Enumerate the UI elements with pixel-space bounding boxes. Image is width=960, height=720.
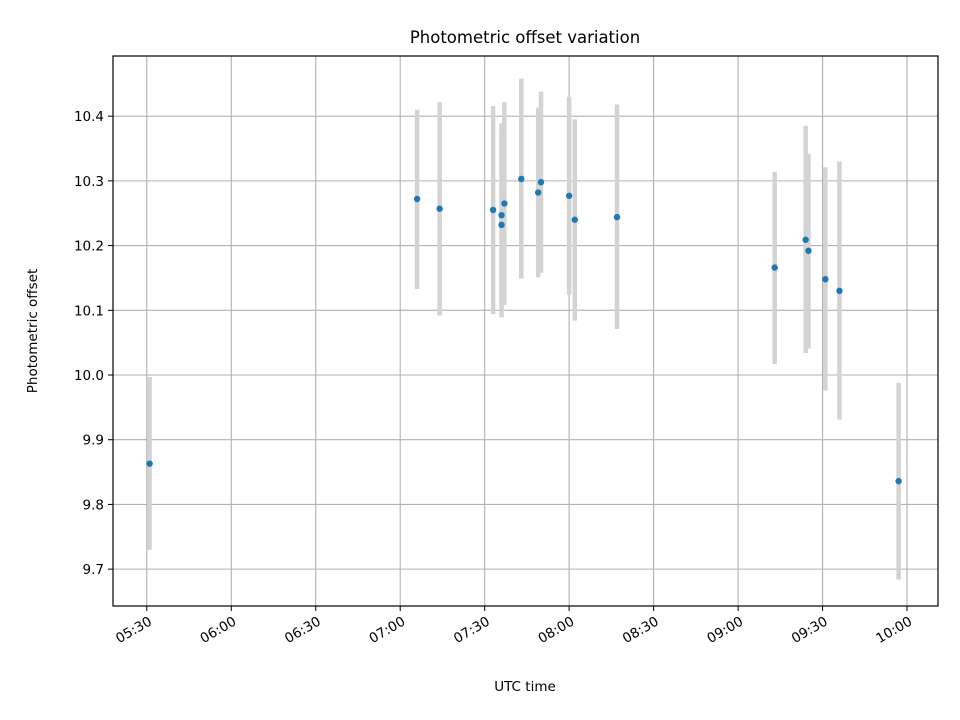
y-axis-label: Photometric offset — [25, 269, 41, 393]
x-axis-ticks: 05:30 06:00 06:30 07:00 07:30 08:00 08:30 09:00… — [113, 606, 915, 647]
data-point — [518, 175, 525, 183]
y-tick-label: 10.4 — [74, 109, 104, 125]
x-tick-label: 08:30 — [620, 614, 662, 647]
data-point — [489, 206, 497, 214]
x-tick-label: 08:00 — [535, 614, 577, 647]
grid — [113, 56, 938, 606]
data-point — [498, 221, 505, 229]
x-tick-label: 05:30 — [113, 614, 155, 647]
data-point — [534, 189, 542, 196]
data-point — [565, 192, 573, 199]
data-point — [571, 216, 578, 223]
data-point — [413, 195, 421, 203]
data-point — [498, 211, 505, 219]
x-tick-label: 09:00 — [704, 614, 746, 647]
data-point — [805, 247, 812, 254]
data-point — [822, 276, 829, 283]
y-tick-label: 10.3 — [74, 174, 104, 190]
chart-title: Photometric offset variation — [410, 28, 640, 47]
y-tick-label: 9.8 — [83, 497, 104, 513]
x-tick-label: 06:00 — [198, 614, 240, 647]
x-tick-label: 07:30 — [451, 614, 493, 647]
plot-frame — [112, 55, 939, 607]
x-tick-label: 06:30 — [282, 614, 324, 647]
y-tick-label: 9.9 — [83, 433, 104, 449]
y-tick-label: 10.0 — [74, 368, 104, 384]
data-point — [146, 460, 153, 467]
data-point — [501, 200, 508, 207]
y-axis-ticks: 9.7 9.8 9.9 10.0 10.1 10.2 10.3 10.4 — [74, 109, 113, 578]
data-point — [771, 264, 778, 271]
x-tick-label: 09:30 — [789, 614, 831, 647]
y-tick-label: 10.1 — [74, 303, 104, 319]
data-point — [613, 213, 621, 221]
x-tick-label: 07:00 — [367, 614, 409, 647]
data-point — [895, 477, 902, 485]
y-tick-label: 9.7 — [83, 562, 104, 578]
data-point — [436, 205, 443, 212]
data-point — [537, 178, 545, 186]
y-tick-label: 10.2 — [74, 239, 104, 255]
data-point — [802, 236, 809, 243]
x-axis-label: UTC time — [494, 679, 556, 695]
x-tick-label: 10:00 — [873, 614, 915, 647]
data-points — [146, 175, 902, 485]
data-point — [836, 287, 843, 295]
